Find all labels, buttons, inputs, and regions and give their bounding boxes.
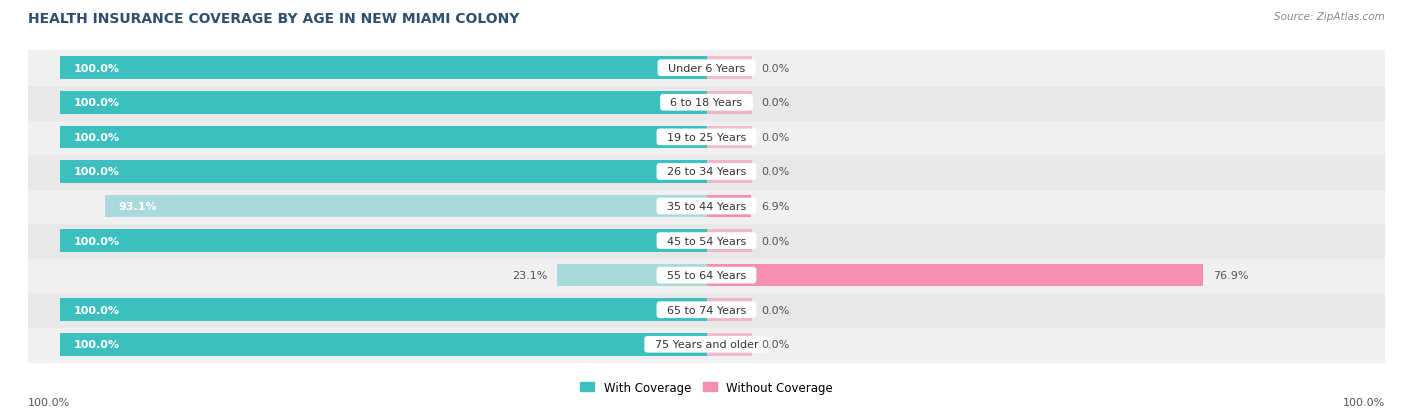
- Text: 65 to 74 Years: 65 to 74 Years: [659, 305, 754, 315]
- Bar: [707, 299, 752, 321]
- Text: Under 6 Years: Under 6 Years: [661, 64, 752, 74]
- Legend: With Coverage, Without Coverage: With Coverage, Without Coverage: [575, 376, 838, 399]
- Bar: [557, 264, 707, 287]
- Text: 100.0%: 100.0%: [73, 64, 120, 74]
- Text: 23.1%: 23.1%: [512, 271, 547, 280]
- Text: 100.0%: 100.0%: [73, 133, 120, 142]
- Bar: [60, 333, 707, 356]
- Bar: [707, 161, 752, 183]
- Text: 76.9%: 76.9%: [1213, 271, 1249, 280]
- Text: 55 to 64 Years: 55 to 64 Years: [659, 271, 754, 280]
- Text: 100.0%: 100.0%: [73, 339, 120, 349]
- Bar: [707, 92, 752, 114]
- Text: 0.0%: 0.0%: [762, 64, 790, 74]
- Bar: [28, 327, 1385, 362]
- Bar: [105, 195, 707, 218]
- Text: 100.0%: 100.0%: [1343, 397, 1385, 407]
- Bar: [28, 258, 1385, 293]
- Bar: [60, 230, 707, 252]
- Bar: [28, 224, 1385, 258]
- Bar: [60, 92, 707, 114]
- Text: 19 to 25 Years: 19 to 25 Years: [659, 133, 754, 142]
- Bar: [60, 299, 707, 321]
- Text: Source: ZipAtlas.com: Source: ZipAtlas.com: [1274, 12, 1385, 22]
- Text: 0.0%: 0.0%: [762, 167, 790, 177]
- Text: 0.0%: 0.0%: [762, 236, 790, 246]
- Text: 100.0%: 100.0%: [73, 305, 120, 315]
- Bar: [707, 333, 752, 356]
- Text: 6.9%: 6.9%: [762, 202, 790, 211]
- Bar: [28, 189, 1385, 224]
- Text: 45 to 54 Years: 45 to 54 Years: [659, 236, 754, 246]
- Text: 0.0%: 0.0%: [762, 98, 790, 108]
- Bar: [707, 57, 752, 80]
- Bar: [28, 155, 1385, 189]
- Text: 93.1%: 93.1%: [118, 202, 156, 211]
- Text: 100.0%: 100.0%: [28, 397, 70, 407]
- Text: 100.0%: 100.0%: [73, 167, 120, 177]
- Bar: [707, 195, 751, 218]
- Text: 100.0%: 100.0%: [73, 98, 120, 108]
- Bar: [28, 120, 1385, 155]
- Bar: [707, 230, 752, 252]
- Bar: [60, 126, 707, 149]
- Text: 75 Years and older: 75 Years and older: [648, 339, 765, 349]
- Text: 35 to 44 Years: 35 to 44 Years: [659, 202, 754, 211]
- Text: 100.0%: 100.0%: [73, 236, 120, 246]
- Bar: [28, 293, 1385, 327]
- Bar: [707, 126, 752, 149]
- Text: 6 to 18 Years: 6 to 18 Years: [664, 98, 749, 108]
- Text: 0.0%: 0.0%: [762, 133, 790, 142]
- Bar: [60, 161, 707, 183]
- Bar: [28, 86, 1385, 120]
- Text: 0.0%: 0.0%: [762, 339, 790, 349]
- Bar: [28, 51, 1385, 86]
- Bar: [707, 264, 1204, 287]
- Text: 0.0%: 0.0%: [762, 305, 790, 315]
- Text: HEALTH INSURANCE COVERAGE BY AGE IN NEW MIAMI COLONY: HEALTH INSURANCE COVERAGE BY AGE IN NEW …: [28, 12, 519, 26]
- Bar: [60, 57, 707, 80]
- Text: 26 to 34 Years: 26 to 34 Years: [659, 167, 754, 177]
